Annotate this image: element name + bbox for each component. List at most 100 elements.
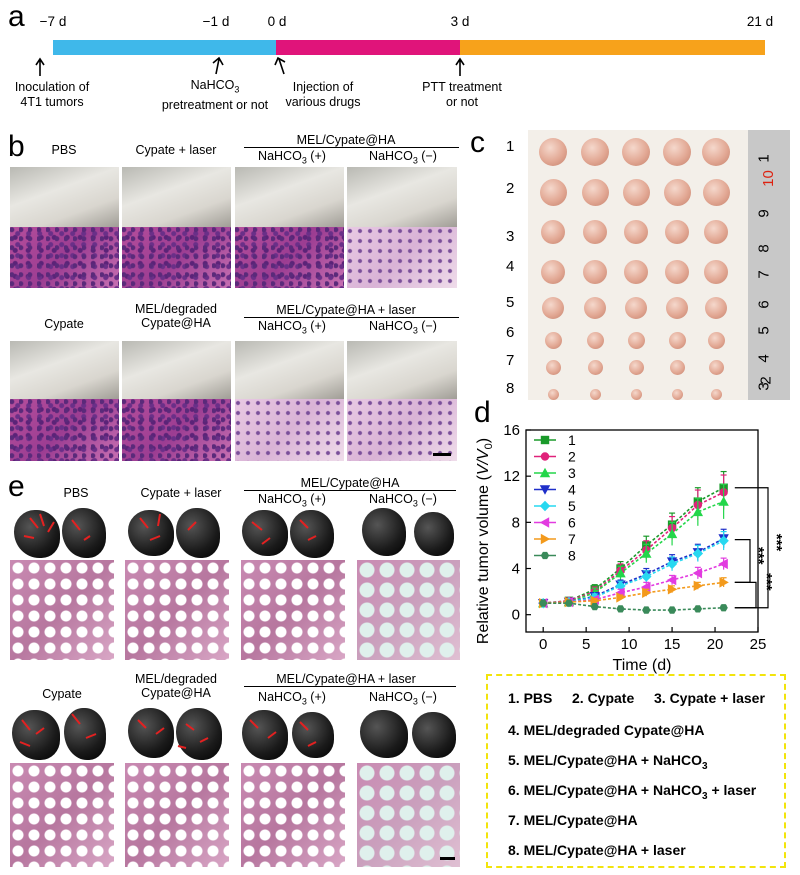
c-row-label: 7: [506, 352, 515, 369]
tumor-specimen: [665, 220, 689, 244]
legend-label-1: 1: [568, 432, 576, 448]
b-histology-pbs: [10, 227, 119, 288]
e-histology-neg: [357, 560, 460, 660]
e-lung-icon: [12, 710, 60, 760]
legend-item-4: 4. MEL/degraded Cypate@HA: [508, 722, 705, 738]
tumor-specimen: [622, 138, 650, 166]
e-lung-icon: [292, 712, 334, 758]
e-lung-icon: [14, 510, 60, 558]
e-histology-cypate-laser: [125, 560, 229, 660]
legend-label-8: 8: [568, 548, 576, 564]
legend-marker-2: [540, 452, 550, 461]
legend-marker-7: [540, 533, 551, 545]
legend-item-2: 2. Cypate: [572, 690, 635, 706]
y-axis-label: Relative tumor volume (V/V0): [475, 438, 495, 644]
sig-bracket-outer-label: ***: [768, 534, 785, 552]
tumor-specimen: [542, 297, 564, 319]
e-metastasis-arrows-row1: [23, 513, 317, 545]
e-lung-icon: [360, 710, 408, 758]
tumor-specimen: [710, 388, 722, 400]
data-point-series-5: [718, 535, 729, 547]
e-histology-cypate: [10, 763, 114, 867]
b-histology-cypate: [10, 399, 119, 461]
c-row-label: 1: [506, 138, 515, 155]
sig-bracket-inner-label: ***: [750, 547, 767, 565]
data-point-series-3: [718, 496, 729, 506]
data-point-series-8: [616, 605, 625, 613]
e-lung-icon: [128, 510, 174, 556]
data-point-series-8: [642, 606, 651, 614]
timeline-event-injection: Injection of various drugs: [285, 80, 361, 109]
c-row-label: 3: [506, 228, 515, 245]
e-histology-laser-neg: [357, 763, 460, 867]
e-lung-icon: [176, 508, 220, 558]
c-row-label: 8: [506, 380, 515, 397]
e-lung-icon: [412, 712, 456, 758]
legend-label-7: 7: [568, 531, 576, 547]
x-tick-label: 15: [664, 636, 681, 653]
tumor-specimen: [625, 297, 647, 319]
c-ruler-number: 9: [755, 209, 773, 218]
b-mouse-photo-cypate-laser: [122, 167, 231, 227]
tumor-specimen: [544, 331, 562, 349]
c-ruler-number: 10: [759, 170, 777, 187]
e-lung-icon: [62, 508, 106, 558]
y-tick-label: 12: [503, 468, 520, 485]
b-label-mel-degraded: MEL/degraded Cypate@HA: [134, 302, 218, 330]
tumor-specimen: [628, 359, 644, 375]
data-point-series-3: [666, 528, 678, 539]
legend-label-6: 6: [568, 515, 576, 531]
legend-marker-4: [539, 485, 551, 495]
data-point-series-8: [693, 605, 703, 613]
tumor-specimen: [708, 359, 724, 375]
data-point-series-8: [667, 606, 677, 614]
tumor-specimen: [704, 220, 728, 244]
panel-d-label: d: [474, 396, 491, 429]
tumor-specimen: [666, 297, 688, 319]
legend-item-6: 6. MEL/Cypate@HA + NaHCO3 + laser: [508, 782, 757, 802]
arrow-icon: [35, 57, 45, 76]
data-point-series-3: [615, 567, 626, 578]
y-tick-label: 0: [512, 607, 520, 624]
b-mouse-photo-mel-degraded: [122, 341, 231, 399]
tumor-specimen: [584, 297, 606, 319]
tumor-specimen: [547, 388, 559, 400]
tumor-specimen: [704, 260, 728, 284]
c-row-label: 6: [506, 324, 515, 341]
tumor-specimen: [587, 359, 603, 375]
b-histology-laser-pos: [235, 399, 344, 461]
timeline-event-nahco3: NaHCO3 pretreatment or not: [161, 78, 269, 112]
e-label-mel-cypate-ha: MEL/Cypate@HA: [300, 476, 400, 490]
arrow-icon: [455, 57, 465, 76]
tumor-specimen: [668, 331, 686, 349]
tumor-specimen: [669, 359, 685, 375]
b-label-cypate-laser: Cypate + laser: [135, 143, 217, 157]
sig-label-low: ***: [758, 573, 775, 591]
b-mouse-photo-laser-neg: [347, 341, 457, 399]
x-tick-label: 5: [582, 636, 590, 653]
panel-c-label: c: [470, 126, 485, 159]
series-line-8: [543, 602, 724, 611]
tumor-specimen: [630, 388, 642, 400]
data-point-series-7: [667, 584, 678, 595]
b-mouse-photo-laser-pos: [235, 341, 344, 399]
b-label2-nahco3-neg: NaHCO3 (−): [369, 319, 437, 336]
x-tick-label: 0: [539, 636, 547, 653]
legend-item-5: 5. MEL/Cypate@HA + NaHCO3: [508, 752, 708, 772]
data-point-series-8: [590, 602, 599, 611]
e-label-pbs: PBS: [63, 486, 89, 500]
timeline-phase-ptt: [460, 40, 765, 55]
e-label-cypate: Cypate: [42, 687, 82, 701]
arrow-icon: [139, 513, 197, 541]
e-histology-mel-degraded: [125, 763, 229, 867]
c-ruler-number: 8: [755, 244, 773, 253]
e-lung-icon: [64, 708, 106, 760]
e-scale-bar: [440, 857, 455, 860]
b-histology-cypate-laser: [122, 227, 231, 288]
b-mouse-photo-neg: [347, 167, 457, 227]
legend-label-5: 5: [568, 498, 576, 514]
c-ruler-number: 5: [755, 326, 773, 335]
legend-item-1: 1. PBS: [508, 690, 553, 706]
e-lung-icon: [362, 508, 406, 556]
b-scale-bar: [433, 453, 451, 456]
